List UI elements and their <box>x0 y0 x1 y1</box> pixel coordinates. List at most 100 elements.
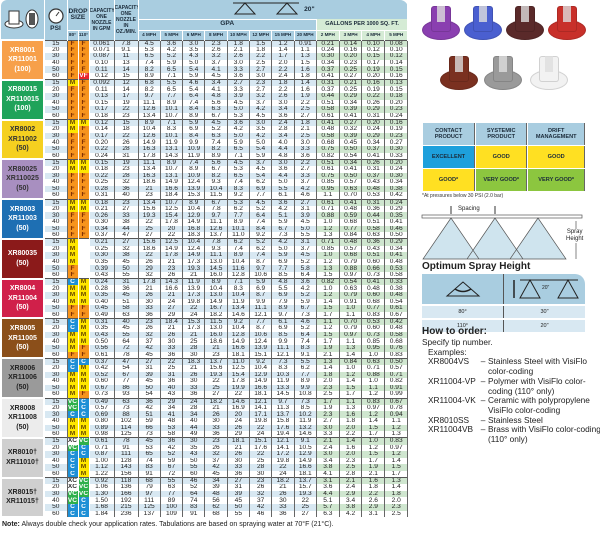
gallons-cell: 0.16 <box>384 119 409 127</box>
gpa-cell: 12.9 <box>294 451 317 458</box>
gpa-cell: 2.4 <box>271 73 295 80</box>
gpa-cell: 3.0 <box>294 139 317 147</box>
nozzle-label-line: XR8005 <box>9 325 36 333</box>
dash: – <box>480 356 486 367</box>
gpa-cell: 11.5 <box>204 192 228 200</box>
gallons-cell: 0.41 <box>339 166 363 173</box>
gallons-header: GALLONS PER 1000 SQ. FT. <box>316 19 409 30</box>
gpa-cell: 6.9 <box>271 325 295 332</box>
gpa-cell: 4.2 <box>249 106 273 113</box>
gpa-cell: 1.8 <box>294 73 317 80</box>
gpa-cell: 16.3 <box>138 172 161 180</box>
gpa-cell: 8.4 <box>182 132 206 140</box>
gpa-cell: 2.3 <box>204 39 228 47</box>
drop-80-cell: F <box>67 152 79 160</box>
example-description: Brass with VisiFlo color-coding (110° on… <box>488 424 600 445</box>
gpa-cell: 4.5 <box>294 219 317 226</box>
capacity-oz-cell: 23 <box>114 198 139 206</box>
gallons-cell: 3.4 <box>316 457 340 465</box>
gallons-cell: 0.84 <box>339 232 363 239</box>
gpa-cell: 8.3 <box>227 185 251 193</box>
gpa-cell: 26 <box>227 424 251 432</box>
nozzle-icon-header <box>1 0 45 40</box>
gpa-cell: 30 <box>182 351 206 359</box>
example-description: Stainless Steel with VisiFlo color-codin… <box>488 356 587 377</box>
table-row: 40 M M 0.40 51 30 24 19.8 14.9 11.9 9.9 7.9 5.9 1.4 0.… <box>1 298 409 306</box>
gallons-cell: 0.21 <box>316 39 340 47</box>
gpa-cell: 18.1 <box>294 470 317 478</box>
gallons-cell: 0.68 <box>339 252 363 259</box>
gallons-cell: 0.20 <box>384 158 409 167</box>
drop-80-cell: M <box>67 158 79 167</box>
gpa-cell: 8.2 <box>138 66 161 74</box>
gallons-cell: 1.6 <box>339 411 363 418</box>
gpa-cell: 12.1 <box>271 351 295 359</box>
drop-110-cell <box>78 271 90 279</box>
psi-cell: 15 <box>44 437 68 445</box>
gpa-cell: 44 <box>182 424 206 432</box>
gpa-cell: 3.5 <box>182 46 206 54</box>
gpa-cell: 6.5 <box>160 66 184 74</box>
gallons-cell: 0.41 <box>339 198 363 206</box>
gpa-cell: 14.1 <box>249 404 273 412</box>
drop-80-header: 80° <box>67 29 79 40</box>
capacity-gpm-cell: 0.18 <box>89 166 115 173</box>
psi-cell: 50 <box>44 225 68 233</box>
capacity-gpm-cell: 0.37 <box>89 357 115 365</box>
gallons-cell: 0.57 <box>384 364 409 372</box>
gpa-cell: 2.7 <box>249 66 273 74</box>
table-row: 60 C C 1.84 236 137 109 91 68 55 46 36 27 6.3 4.2 3.1 2.… <box>1 510 409 518</box>
gpa-cell: 15.8 <box>271 417 295 425</box>
gpa-cell: 3.6 <box>227 119 251 127</box>
nozzle-label: XR8006 XR11006 (50) <box>0 357 45 400</box>
angle-value: 110° <box>422 320 504 332</box>
gallons-cell: 0.38 <box>384 185 409 193</box>
gpa-cell: 14.9 <box>160 245 184 253</box>
gpa-cell: 17.8 <box>227 378 251 385</box>
nozzle-label-line: XR80015 <box>7 86 38 94</box>
psi-cell: 15 <box>44 238 68 246</box>
gpa-cell: 16.9 <box>227 404 251 412</box>
gpa-cell: 55 <box>227 510 251 518</box>
drop-110-cell: M <box>78 417 90 425</box>
gallons-cell: 0.77 <box>339 225 363 233</box>
psi-cell: 60 <box>44 391 68 399</box>
drop-110-cell: F <box>78 53 90 60</box>
gallons-cell: 0.27 <box>339 119 363 127</box>
gpa-cell: 32 <box>138 331 161 339</box>
capacity-gpm-cell: 0.21 <box>89 205 115 213</box>
nozzle-label-line: (50) <box>16 259 29 267</box>
gpa-cell: 5.9 <box>182 119 206 127</box>
capacity-gpm-cell: 0.071 <box>89 46 115 54</box>
gpa-cell: 4.8 <box>271 152 295 160</box>
drop-110-cell: M <box>78 325 90 332</box>
table-row: 50 F F 0.34 44 25 20 16.8 12.6 10.1 8.4 6.7 5.0 1.2 0.… <box>1 225 409 233</box>
capacity-gpm-header: CAPACITY ONE NOZZLE IN GPM <box>89 0 115 40</box>
gpa-cell: 5.9 <box>227 139 251 147</box>
gpa-cell: 32 <box>138 271 161 279</box>
gallons-cell: 0.23 <box>384 132 409 140</box>
drop-110-cell: F <box>78 391 90 399</box>
gpa-cell: 7.7 <box>249 317 273 326</box>
gpa-cell: 2.7 <box>294 198 317 206</box>
gpa-cell: 50 <box>182 457 206 465</box>
gpa-cell: 6.7 <box>271 225 295 233</box>
nozzle-label-line: (50) <box>16 423 29 431</box>
example-description: Stainless Steel <box>488 414 543 425</box>
capacity-gpm-cell: 0.87 <box>89 451 115 458</box>
gallons-cell: 0.51 <box>361 252 386 259</box>
gallons-cell: 0.20 <box>339 53 363 60</box>
gpa-cell: 19.8 <box>271 457 295 465</box>
capacity-oz-cell: 32 <box>114 245 139 253</box>
gpa-cell: 28 <box>182 344 206 352</box>
gallons-cell: 1.2 <box>384 424 409 432</box>
gpa-cell: 1.8 <box>227 39 251 47</box>
gpa-speed-header: 5 MPH <box>160 29 184 40</box>
gallons-cell: 3.3 <box>316 431 340 438</box>
gpa-cell: 10.4 <box>227 258 251 266</box>
gpa-cell: 26 <box>138 291 161 299</box>
gpa-cell: 55 <box>182 464 206 471</box>
capacity-oz-cell: 14 <box>114 86 139 94</box>
capacity-gpm-cell: 1.12 <box>89 464 115 471</box>
drop-110-header: 110° <box>78 29 90 40</box>
